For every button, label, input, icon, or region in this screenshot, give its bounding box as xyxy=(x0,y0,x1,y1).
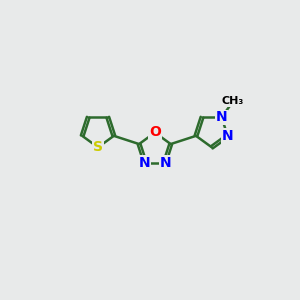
Text: N: N xyxy=(159,156,171,170)
Text: CH₃: CH₃ xyxy=(222,96,244,106)
Text: S: S xyxy=(93,140,103,154)
Text: O: O xyxy=(149,125,161,139)
Text: N: N xyxy=(222,129,233,143)
Text: N: N xyxy=(139,156,151,170)
Text: N: N xyxy=(216,110,227,124)
